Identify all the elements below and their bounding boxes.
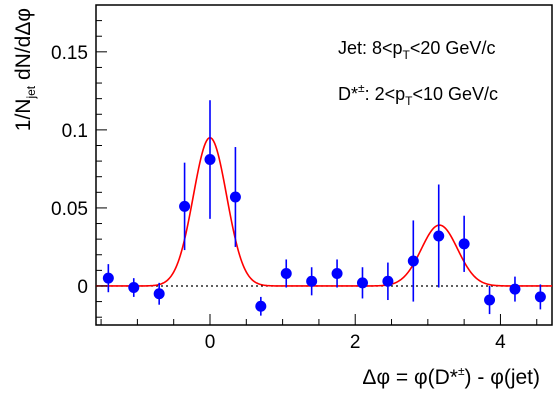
x-tick-label: 4 [495,332,506,353]
data-point [255,300,267,312]
y-tick-label: 0.15 [51,43,88,64]
data-point [433,230,445,242]
data-point [356,277,368,289]
x-tick-label: 0 [205,332,216,353]
x-axis-title: Δφ = φ(D*±) - φ(jet) [362,364,540,389]
data-point [484,294,496,306]
data-point [509,283,521,295]
data-point [407,255,419,267]
data-point [128,282,140,294]
data-point [204,154,216,166]
x-tick-label: 2 [350,332,361,353]
plot-frame [95,4,553,326]
data-point [534,291,546,303]
y-tick-label: 0.1 [62,121,88,142]
plot-area [95,4,553,326]
data-point [382,275,394,287]
data-point [229,191,241,203]
data-point [102,272,114,284]
jet-annotation: Jet: 8<pT<20 GeV/c [338,38,495,62]
data-point [458,238,470,250]
fit-curve [96,136,552,287]
axes: 0 2 4 0 0.05 0.1 0.15 [51,4,538,353]
data-points [102,154,546,312]
y-tick-label: 0.05 [51,199,88,220]
y-axis-title: 1/Njet dN/dΔφ [12,8,38,131]
data-point [153,288,165,300]
data-point [331,267,343,279]
y-tick-label: 0 [77,277,88,298]
error-bars [107,100,542,316]
data-point [306,275,318,287]
fit-line [96,136,552,287]
dstar-annotation: D*±: 2<pT<10 GeV/c [338,81,498,108]
data-point [280,267,292,279]
data-point [179,200,191,212]
